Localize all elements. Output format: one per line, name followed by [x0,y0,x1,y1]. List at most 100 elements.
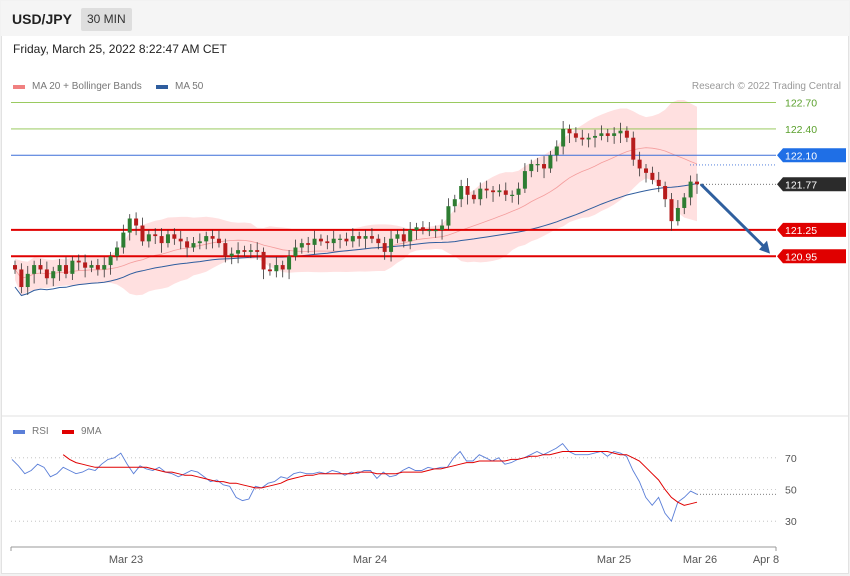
candle [223,238,228,263]
candle-body [586,137,591,140]
candle-body [561,128,566,147]
candle [185,236,190,258]
candle [51,266,56,287]
candle-body [242,250,247,252]
candle-body [567,128,572,134]
level-label: 121.77 [785,179,817,191]
candle-body [178,238,183,242]
candle [440,219,445,240]
forecast-arrow [699,183,768,250]
candle [542,156,547,179]
candle [503,182,508,201]
candle-body [204,236,209,242]
candle [32,260,37,284]
legend-rsi-label: RSI [32,426,49,437]
x-tick-label: Apr 8 [753,554,779,566]
candle-body [146,234,151,242]
legend-ma50: MA 50 [156,81,203,92]
candle [242,245,247,257]
candle [248,243,253,259]
candle [669,193,674,231]
candle-body [631,137,636,160]
candle [612,127,617,144]
x-tick-label: Mar 25 [597,554,631,566]
candle-body [510,194,515,196]
candle [19,263,24,294]
candle-body [644,168,649,173]
candle-body [369,236,374,239]
rsi-ma-line [62,451,698,506]
candle [63,257,68,279]
candle [465,178,470,205]
candle-body [624,130,629,138]
candle-body [695,181,699,185]
bollinger-band [15,100,697,296]
candle-body [165,234,170,244]
candle-body [57,265,62,272]
candle-body [121,232,126,248]
candle [573,127,578,143]
x-tick-label: Mar 24 [353,554,387,566]
rsi-swatch [13,429,25,434]
candle-body [32,265,37,274]
candle-body [280,265,285,270]
candle [140,217,145,246]
candle [516,182,521,205]
legend-ma50-label: MA 50 [175,81,204,92]
candle [261,247,266,280]
candle-body [83,262,88,268]
candle-body [70,260,75,274]
forecast-arrow-head [759,240,770,254]
legend-rsi: RSI [13,426,49,437]
candle-body [350,236,355,242]
candle [312,230,317,255]
ma20-swatch [13,84,25,89]
candle-body [191,243,196,248]
candle [204,231,209,250]
candle-body [140,225,145,242]
candle-body [395,234,400,239]
candle-body [312,238,317,245]
candle [76,254,81,271]
candle [631,131,636,166]
candle-body [471,194,476,200]
candle [561,121,566,155]
candle-body [229,253,234,257]
candle [210,229,215,249]
candle-body [408,229,413,242]
candle [344,232,349,246]
timeframe-button[interactable]: 30 MIN [81,8,132,31]
candle-body [299,243,304,248]
candle [535,157,540,172]
candle-body [89,265,94,268]
candle-body [599,133,604,136]
candle-body [363,236,368,239]
level-tag [777,148,846,163]
candle-body [389,238,394,252]
candle-body [76,260,81,263]
candle [624,126,629,143]
candle [89,260,94,273]
candle [280,260,285,278]
rsi-tick-label: 70 [785,453,797,465]
x-tick-label: Mar 26 [683,554,717,566]
candle-body [554,146,559,156]
candle-body [38,265,43,270]
candle [134,212,139,236]
candle [580,129,585,146]
candle [529,159,534,178]
legend-ma20-label: MA 20 + Bollinger Bands [32,81,142,92]
candle [408,222,413,250]
candle [293,239,298,261]
candle [478,182,483,206]
candle [675,200,680,226]
level-label: 122.40 [785,124,817,136]
candle [389,230,394,262]
candle-body [159,236,164,244]
candle-body [338,238,343,240]
candle [338,234,343,249]
candle-body [172,234,177,239]
candle-body [19,269,24,288]
candle [618,122,623,143]
